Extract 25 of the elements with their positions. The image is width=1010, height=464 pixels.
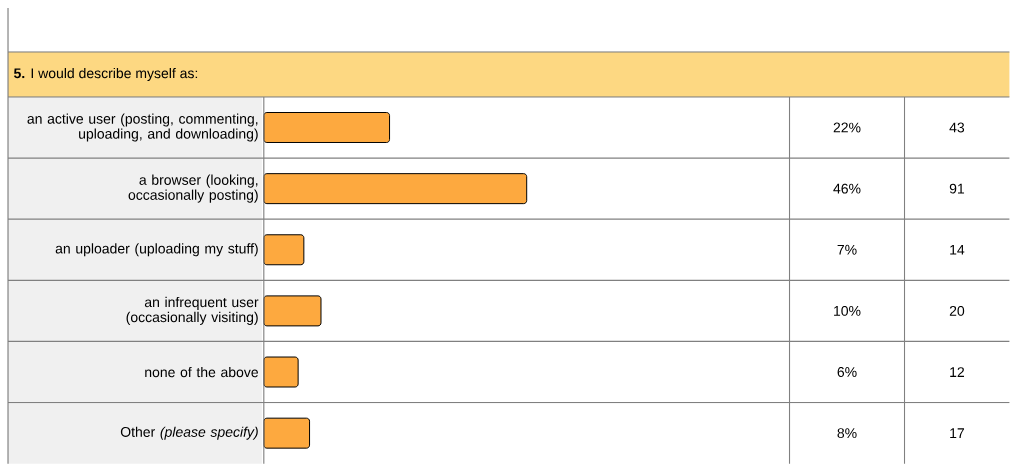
- data-label: 7%: [837, 244, 857, 255]
- bar: [263, 172, 528, 204]
- bar: [263, 111, 391, 143]
- y-tick-label: an uploader (uploading my stuff): [55, 243, 258, 257]
- data-label: 10%: [834, 305, 861, 316]
- text: 5. I would describe myself as:: [13, 67, 198, 81]
- bar: [263, 295, 322, 327]
- text: 12: [950, 366, 965, 377]
- y-tick-label: an infrequent user (occasionally visiting): [126, 296, 259, 325]
- text: 14: [950, 244, 965, 255]
- y-tick-label: a browser (looking, occasionally posting): [128, 174, 258, 203]
- data-label: 22%: [833, 122, 861, 133]
- data-label: 46%: [833, 183, 861, 194]
- text: 20: [949, 305, 965, 316]
- text: 17: [950, 428, 965, 438]
- text: 91: [949, 183, 965, 194]
- text: 43: [949, 122, 965, 133]
- bar: [263, 417, 311, 449]
- data-label: 8%: [837, 428, 857, 438]
- bar: [263, 356, 299, 388]
- y-tick-label: an active user (posting, commenting, uploading, and downloading): [27, 113, 258, 142]
- data-label: 6%: [837, 366, 857, 377]
- y-tick-label: Other (please specify): [120, 426, 258, 440]
- y-tick-label: none of the above: [145, 366, 258, 378]
- bar: [263, 234, 305, 266]
